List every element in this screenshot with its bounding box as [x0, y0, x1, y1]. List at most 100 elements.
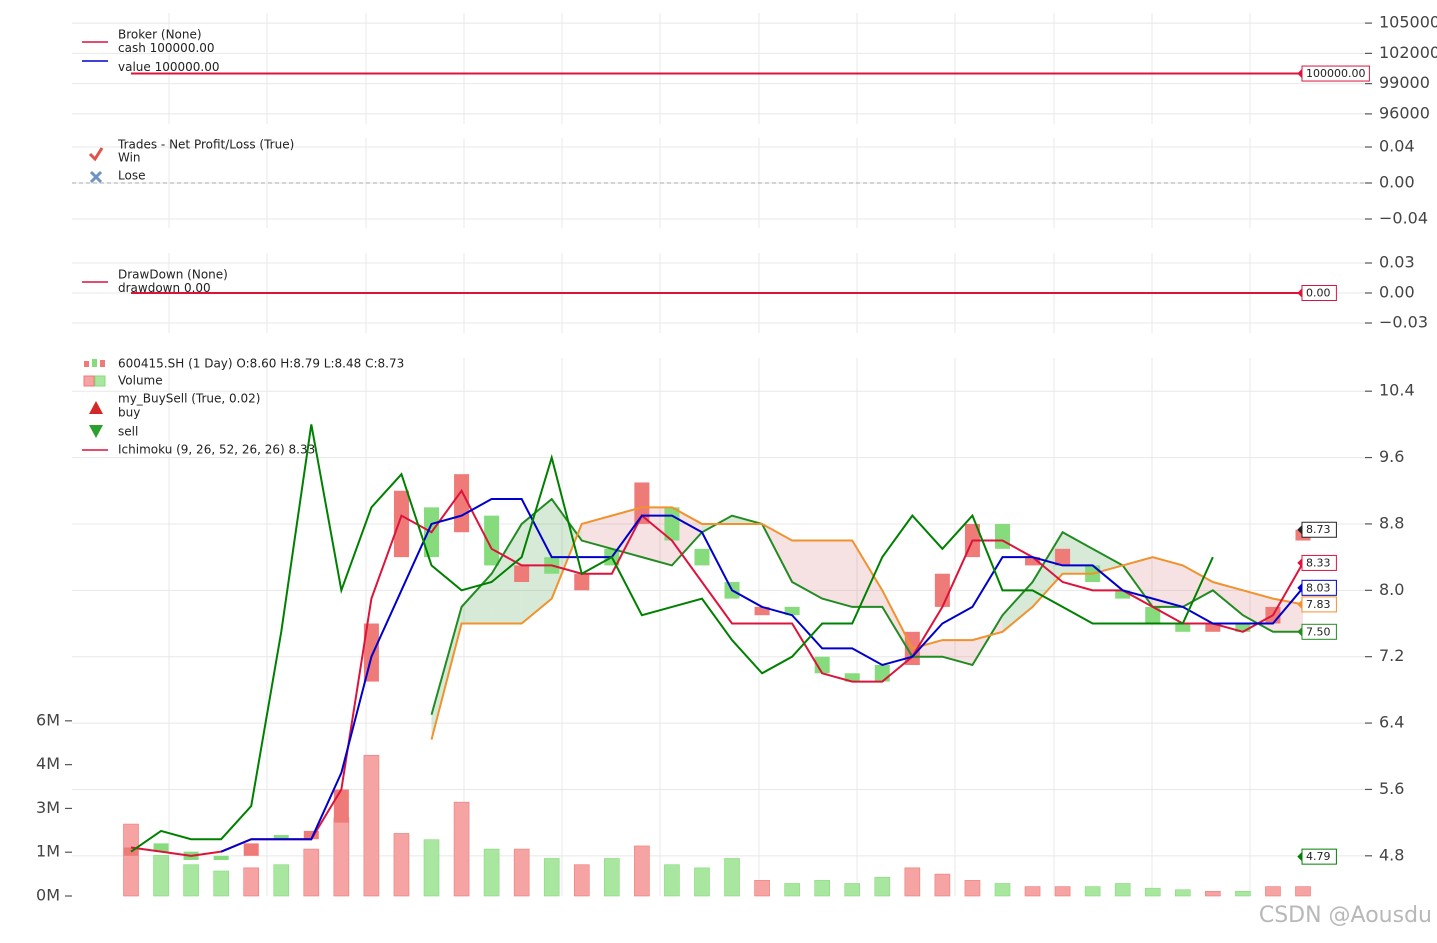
y-tick-label: 102000: [1379, 43, 1437, 62]
volume-bar: [724, 858, 740, 897]
candle-body: [754, 606, 770, 616]
y-tick-label: 10.4: [1379, 381, 1415, 400]
candle-body: [454, 474, 470, 533]
candle-body: [934, 573, 950, 607]
value-tag-label: 7.83: [1306, 598, 1331, 611]
candle-body: [153, 843, 169, 852]
volume-bar: [1054, 886, 1071, 897]
y-tick-label: 6.4: [1379, 713, 1404, 732]
candle-body: [514, 565, 530, 583]
volume-bar: [273, 864, 290, 897]
cloud-fill: [461, 573, 492, 624]
cloud-fill: [1152, 557, 1183, 607]
volume-bar: [423, 839, 440, 897]
cloud-fill: [1182, 565, 1213, 607]
volume-bar: [604, 858, 620, 897]
legend-entry: Win: [118, 151, 141, 165]
legend-part: value: [118, 60, 151, 74]
candle-body: [844, 673, 860, 682]
y-tick-label: 4M: [36, 754, 60, 773]
legend-entry: drawdown 0.00: [118, 281, 211, 295]
candle-body: [994, 523, 1010, 549]
volume-bar: [1174, 889, 1191, 897]
volume-bar: [904, 867, 921, 897]
volume-bar: [1024, 886, 1041, 897]
value-tag-label: 8.03: [1306, 581, 1331, 594]
volume-bar: [453, 801, 470, 897]
volume-bar: [153, 855, 169, 897]
cloud-fill: [431, 606, 462, 740]
volume-bar: [213, 870, 229, 897]
value-tag-label: 100000.00: [1306, 67, 1366, 80]
volume-bar: [874, 876, 891, 897]
candle-body: [784, 606, 800, 616]
value-tag-label: 0.00: [1306, 287, 1331, 300]
watermark: CSDN @Aousdu: [1259, 903, 1432, 928]
cloud-fill: [581, 515, 612, 549]
candle-body: [273, 835, 289, 840]
volume-bar: [183, 864, 199, 897]
y-tick-label: 8.0: [1379, 580, 1404, 599]
candle-body: [1175, 623, 1191, 632]
y-tick-label: 0M: [36, 886, 60, 905]
legend-entry: sell: [118, 425, 138, 439]
legend-entry: Lose: [118, 169, 145, 183]
volume-bar: [513, 848, 530, 897]
ichimoku-line: [130, 488, 1304, 857]
volume-bar: [934, 873, 951, 897]
value-tag-arrow: [1297, 69, 1303, 78]
volume-bar: [333, 817, 350, 897]
ichimoku-line: [130, 424, 1214, 853]
candle-body: [1145, 606, 1161, 624]
volume-bar: [543, 858, 560, 897]
value-tag-arrow: [1297, 583, 1303, 593]
candle-body: [1025, 557, 1041, 566]
legend-marker: [88, 147, 104, 162]
volume-bar: [363, 754, 380, 897]
candle-body: [1115, 590, 1131, 599]
y-tick-label: 7.2: [1379, 646, 1404, 665]
legend-part: drawdown: [118, 281, 180, 295]
volume-bar: [814, 880, 830, 897]
cloud-fill: [1122, 557, 1153, 607]
legend-entry: buy: [118, 406, 140, 420]
cloud-fill: [822, 540, 853, 607]
candle-body: [634, 482, 650, 524]
y-tick-label: 6M: [36, 710, 60, 729]
cloud-line: [430, 497, 1303, 716]
cloud-fill: [792, 540, 823, 599]
volume-bar: [1144, 887, 1161, 897]
value-tag-arrow: [1297, 627, 1303, 637]
value-tag-label: 8.33: [1306, 556, 1331, 569]
legend-entry: cash 100000.00: [118, 41, 215, 55]
cloud-fill: [491, 523, 522, 624]
volume-bar: [754, 880, 770, 897]
candle-body: [333, 789, 349, 823]
candle-body: [694, 548, 710, 566]
volume-bar: [1205, 891, 1221, 897]
legend-marker: [92, 359, 97, 367]
legend-part: cash: [118, 41, 146, 55]
y-tick-label: 96000: [1379, 103, 1430, 122]
value-tag-arrow: [1297, 852, 1303, 861]
y-tick-label: 0.04: [1379, 137, 1415, 156]
y-tick-label: 0.00: [1379, 283, 1415, 302]
legend-part: 100000.00: [150, 41, 215, 55]
legend-title: Trades - Net Profit/Loss (True): [117, 138, 294, 152]
candle-body: [1205, 623, 1221, 632]
candle-body: [874, 664, 890, 682]
legend-marker: [100, 360, 105, 367]
y-tick-label: 105000: [1379, 13, 1437, 32]
cloud-fill: [1212, 582, 1243, 616]
y-tick-label: 3M: [36, 798, 60, 817]
candle-body: [814, 656, 830, 674]
volume-bar: [1084, 886, 1101, 897]
cloud-fill: [1002, 582, 1033, 632]
candle-body: [243, 843, 259, 856]
volume-bar: [844, 883, 861, 897]
candle-body: [1055, 548, 1071, 566]
y-tick-label: 0.03: [1379, 253, 1415, 272]
volume-bar: [634, 845, 650, 897]
cloud-line: [430, 506, 1304, 740]
